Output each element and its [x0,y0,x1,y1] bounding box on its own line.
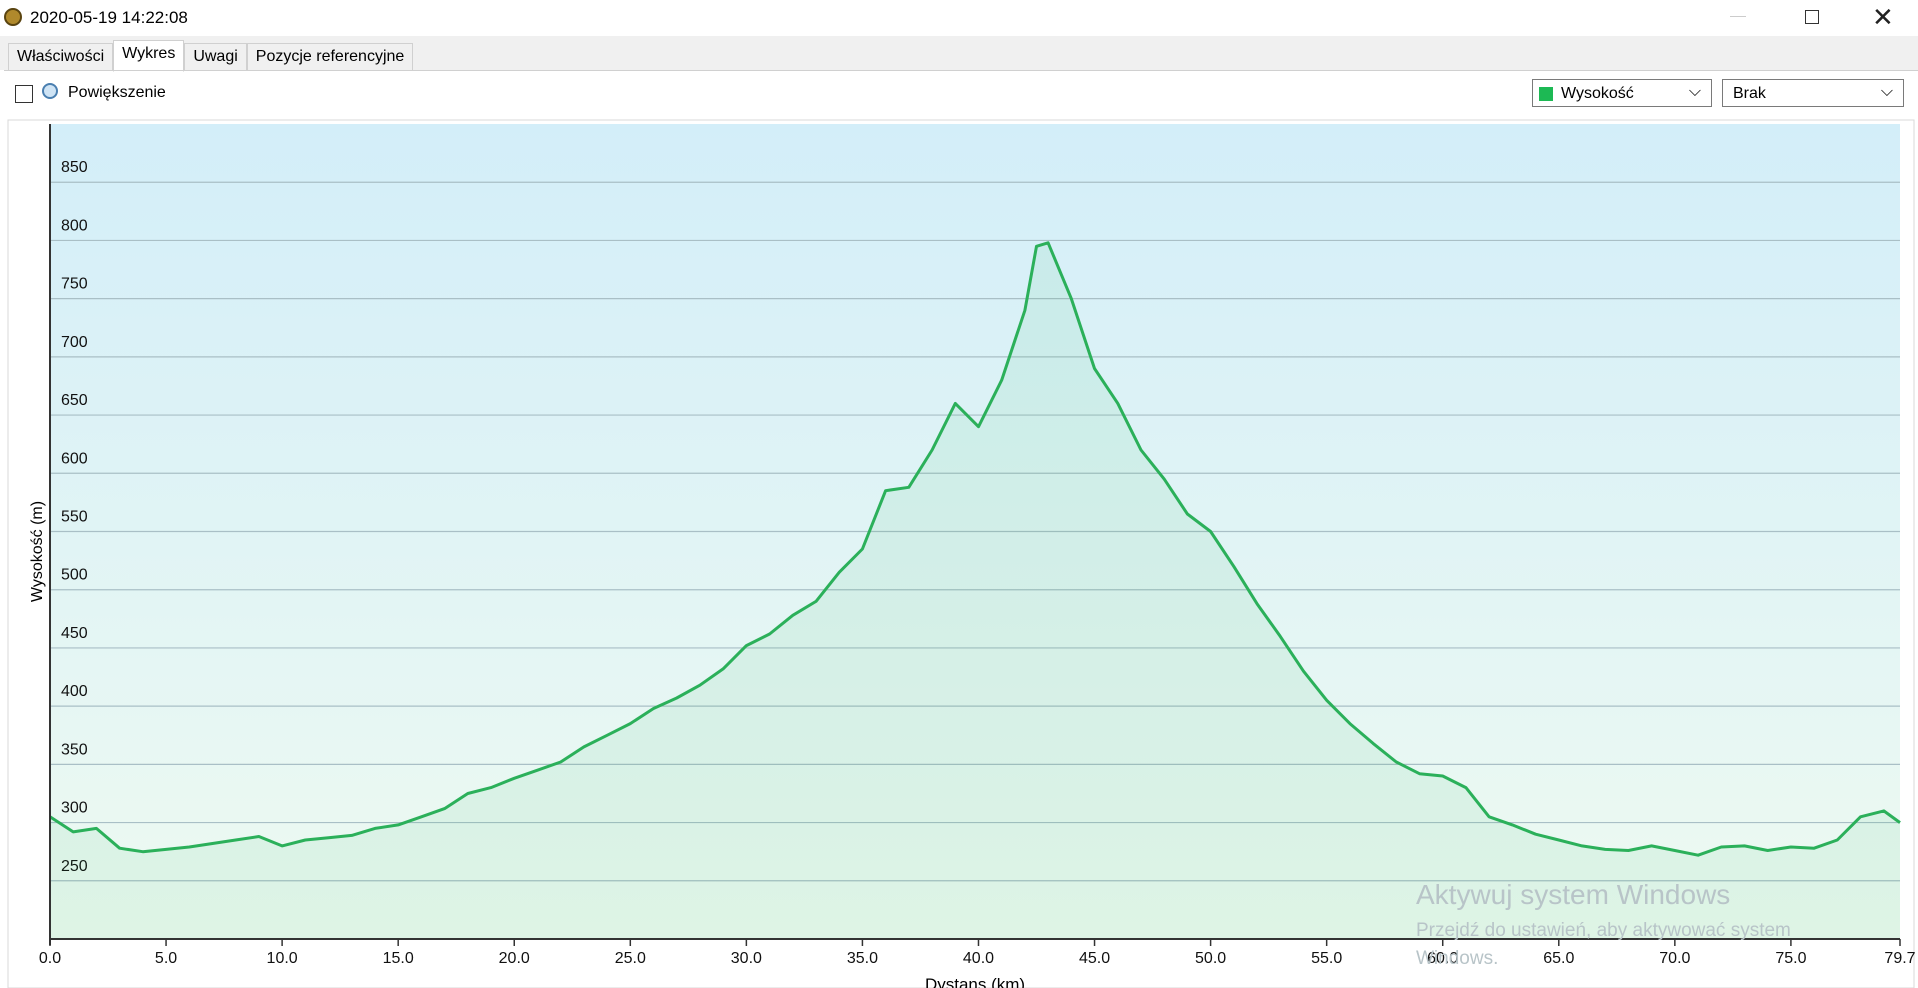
x-tick-label: 45.0 [1079,950,1110,967]
x-axis-label: Dystans (km) [925,975,1025,988]
zoom-label: Powiększenie [68,84,166,101]
title-bar: 2020-05-19 14:22:08 ✕ [0,0,1918,36]
x-tick-label: 70.0 [1659,950,1690,967]
dropdown-arrow: ⌵ [1880,83,1893,100]
windows-watermark: Aktywuj system Windows [1416,879,1730,910]
tab[interactable]: Uwagi [184,43,247,71]
series-select-text: Wysokość [1561,85,1634,102]
zoom-checkbox[interactable] [15,85,33,103]
second-select-text: Brak [1733,85,1766,102]
y-tick-label: 500 [61,567,88,584]
elevation-line [49,241,1901,857]
zoom-icon [42,83,58,99]
dropdown-arrow: ⌵ [1688,83,1701,100]
y-tick-label: 700 [61,334,88,351]
x-tick-label: 55.0 [1311,950,1342,967]
chart: 250 300 350 400 450 500 550 600 650 700 750 800 850 0… [7,119,1916,988]
y-axis-label: Wysokość (m) [29,501,46,602]
y-tick-label: 400 [61,683,88,700]
tab[interactable]: Pozycje referencyjne [246,43,414,71]
y-tick-label: 750 [61,276,88,293]
y-tick-label: 600 [61,450,88,467]
x-tick-label: 10.0 [267,950,298,967]
y-tick-label: 650 [61,392,88,409]
x-tick-label: 40.0 [963,950,994,967]
y-tick-label: 800 [61,217,88,234]
y-tick-label: 300 [61,800,88,817]
watermark-line: Windows. [1416,948,1498,969]
x-tick-label: 60.0 [1427,950,1458,967]
tab[interactable]: Wykres [113,40,185,72]
x-tick-label: 20.0 [499,950,530,967]
y-tick-label: 350 [61,741,88,758]
series-select[interactable]: Wysokość ⌵ [1532,79,1712,107]
x-tick-label: 0.0 [39,950,61,967]
x-tick-label: 75.0 [1775,950,1806,967]
y-tick-label: 550 [61,509,88,526]
x-tick-label: 15.0 [383,950,414,967]
second-select[interactable]: Brak ⌵ [1722,79,1904,107]
x-tick-label: 79.7 [1884,950,1915,967]
tab-body-border [4,70,1918,71]
restore-button[interactable] [1805,10,1819,24]
x-tick-label: 35.0 [847,950,878,967]
elevation-area [50,242,1900,940]
x-tick-label: 65.0 [1543,950,1574,967]
y-tick-label: 250 [61,858,88,875]
x-tick-label: 30.0 [731,950,762,967]
app-icon [4,8,22,26]
windows-watermark: Przejdź do ustawień, aby aktywować syste… [1416,920,1791,969]
y-tick-label: 850 [61,159,88,176]
x-tick-label: 50.0 [1195,950,1226,967]
series-swatch [1539,87,1553,101]
x-tick-label: 5.0 [155,950,177,967]
tab[interactable]: Właściwości [8,43,114,71]
close-button[interactable]: ✕ [1872,2,1894,32]
minimize-button[interactable] [1730,16,1746,17]
x-tick-label: 25.0 [615,950,646,967]
window-title: 2020-05-19 14:22:08 [30,8,188,27]
watermark-line: Przejdź do ustawień, aby aktywować syste… [1416,920,1791,941]
y-tick-label: 450 [61,625,88,642]
